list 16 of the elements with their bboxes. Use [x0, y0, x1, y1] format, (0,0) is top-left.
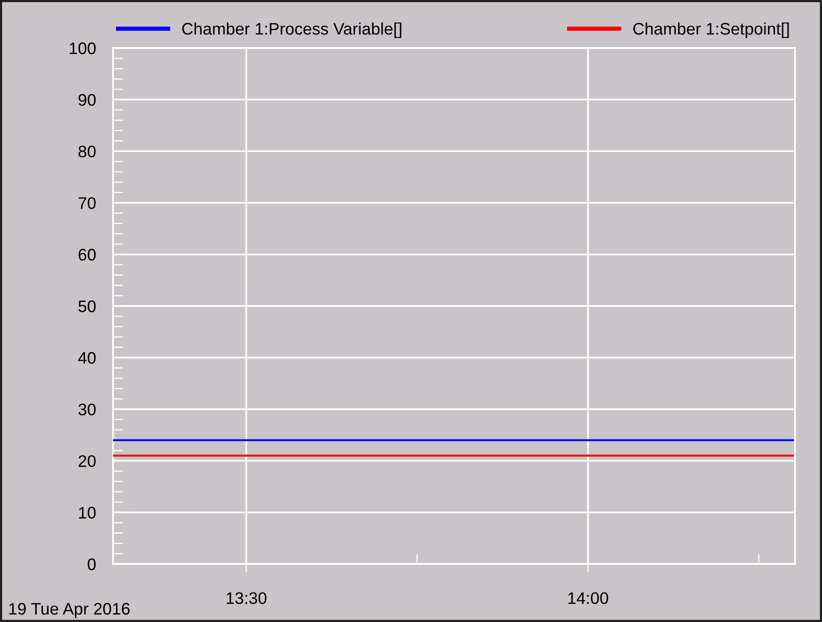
- text: 19 Tue Apr 2016: [9, 602, 130, 618]
- legend-label: Chamber 1:Setpoint[]: [633, 22, 789, 38]
- x-tick-label: 13:30: [226, 592, 266, 604]
- y-tick-label: 70: [78, 197, 96, 210]
- y-tick-label: 90: [78, 94, 96, 106]
- y-tick-label: 100: [70, 42, 96, 54]
- y-tick-label: 50: [78, 300, 96, 312]
- y-tick-label: 60: [78, 248, 96, 261]
- y-tick-label: 20: [78, 455, 96, 468]
- legend-label: Chamber 1:Process Variable[]: [182, 22, 402, 38]
- y-tick-label: 0: [88, 558, 96, 570]
- x-tick-label: 14:00: [568, 592, 608, 604]
- y-tick-label: 40: [78, 352, 96, 364]
- y-tick-label: 30: [78, 404, 96, 416]
- y-tick-label: 10: [79, 506, 96, 519]
- y-tick-label: 80: [78, 146, 96, 158]
